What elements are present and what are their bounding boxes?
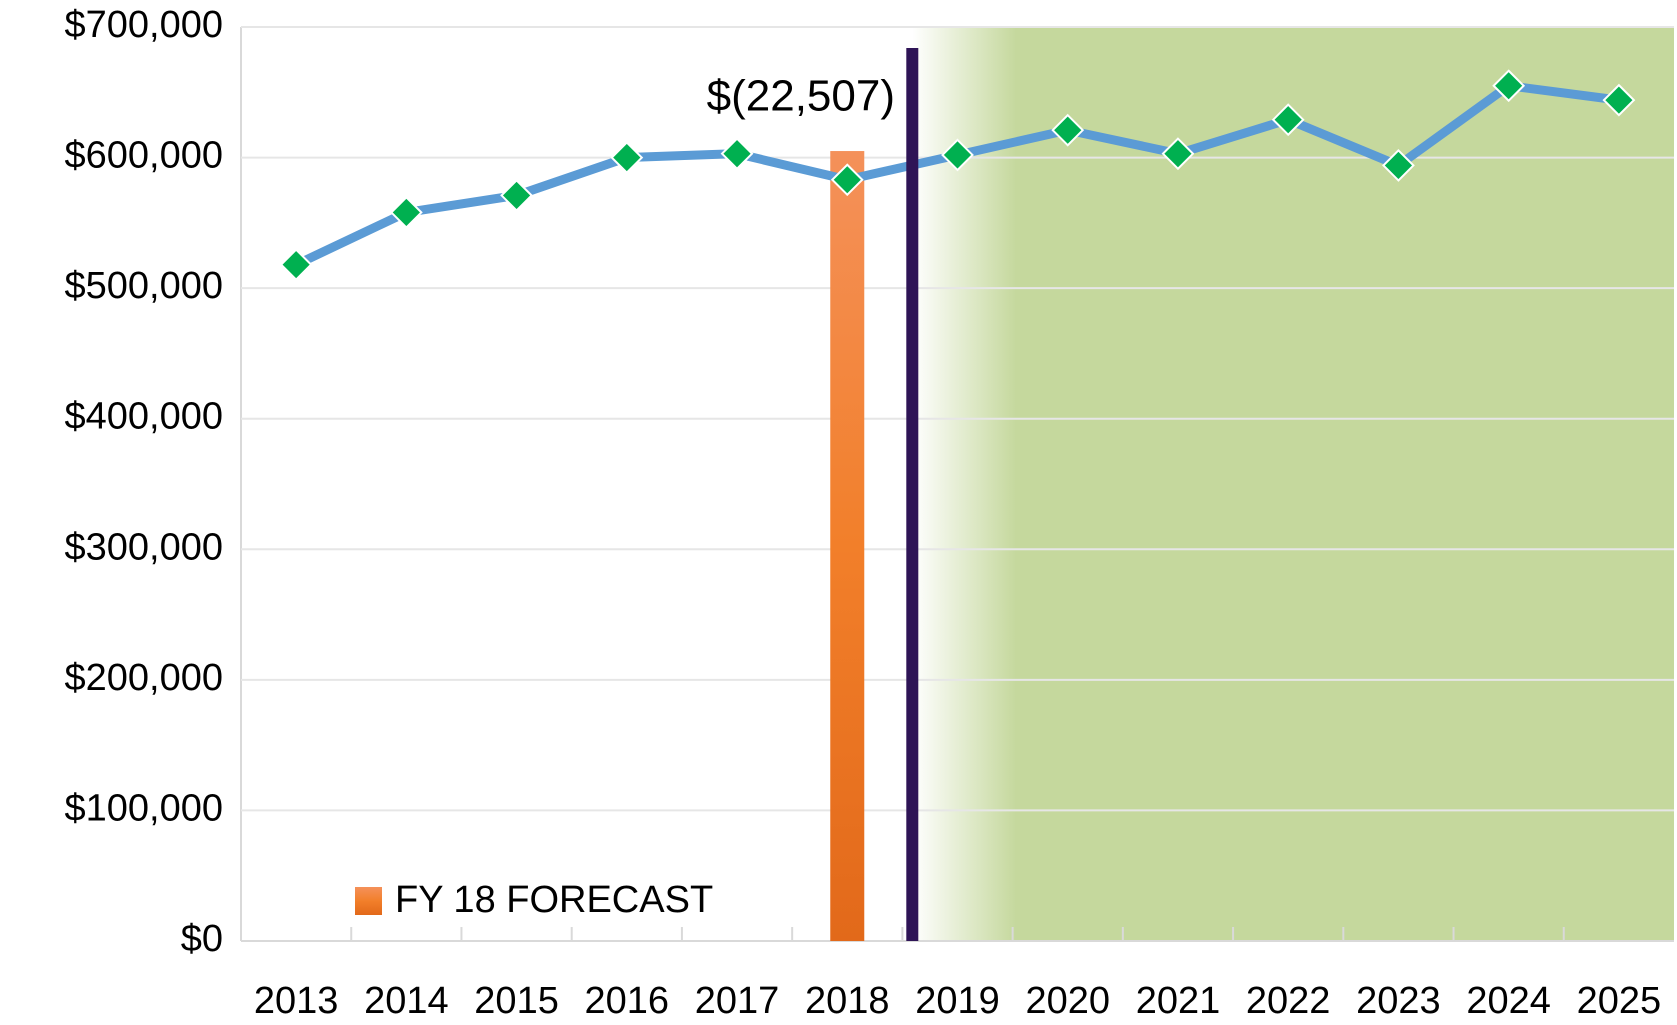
- x-tick-label: 2013: [254, 980, 339, 1022]
- marker: [720, 137, 754, 171]
- x-tick-label: 2016: [585, 980, 670, 1022]
- marker: [1492, 69, 1526, 103]
- marker: [1271, 103, 1305, 137]
- y-tick-label: $100,000: [65, 787, 224, 829]
- x-tick-label: 2018: [805, 980, 890, 1022]
- annotation: $(22,507): [707, 72, 895, 121]
- y-tick-label: $400,000: [65, 396, 224, 438]
- marker: [1382, 148, 1415, 182]
- y-tick-label: $600,000: [65, 135, 224, 177]
- marker: [1161, 137, 1195, 171]
- x-tick-label: 2023: [1356, 980, 1441, 1022]
- marker: [1602, 83, 1636, 117]
- marks: $(22,507) FY 18 FORECAST: [279, 48, 1636, 942]
- x-tick-label: 2014: [364, 980, 449, 1022]
- x-tick-label: 2022: [1246, 980, 1331, 1022]
- x-tick-label: 2025: [1577, 980, 1662, 1022]
- forecast-fade: [912, 27, 1017, 941]
- legend-swatch: [355, 887, 382, 915]
- x-tick-label: 2015: [474, 980, 559, 1022]
- x-tick-label: 2024: [1466, 980, 1551, 1022]
- marker: [1051, 113, 1085, 147]
- y-tick-label: $500,000: [65, 265, 224, 307]
- y-tick-label: $300,000: [65, 526, 224, 568]
- y-tick-label: $200,000: [65, 657, 224, 699]
- x-tick-label: 2020: [1025, 980, 1110, 1022]
- marker: [830, 163, 864, 197]
- x-tick-label: 2017: [695, 980, 780, 1022]
- marker: [500, 179, 533, 212]
- bar: [830, 151, 865, 942]
- marker: [389, 195, 423, 229]
- marker: [279, 248, 313, 282]
- y-tick-label: $700,000: [65, 4, 224, 46]
- grid: $0 $100,000 $200,000 $300,000 $400,000 $500,0…: [65, 4, 1674, 1022]
- x-tick-label: 2021: [1136, 980, 1221, 1022]
- background: [912, 27, 1674, 941]
- x-tick-label: 2019: [915, 980, 1000, 1022]
- forecast-region: [1015, 27, 1674, 941]
- legend-label: FY 18 FORECAST: [395, 879, 713, 921]
- marker: [610, 141, 644, 174]
- marker: [941, 138, 974, 172]
- forecast-divider: [906, 48, 919, 941]
- y-tick-label: $0: [181, 918, 223, 960]
